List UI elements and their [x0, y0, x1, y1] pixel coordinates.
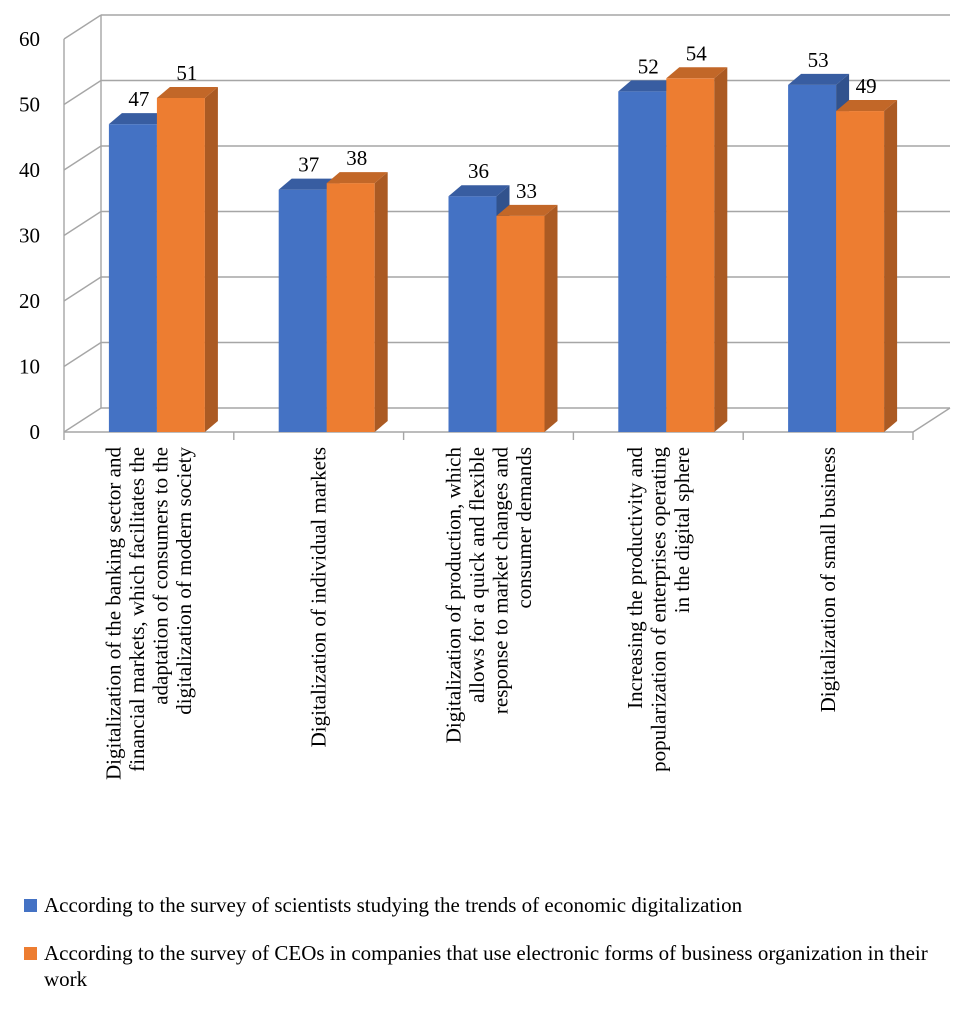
y-tick-label: 60 — [19, 27, 40, 51]
data-label: 53 — [808, 48, 829, 72]
x-tick-label-line: digitalization of modern society — [172, 447, 196, 715]
y-tick-label: 40 — [19, 158, 40, 182]
x-tick-label: Digitalization of the banking sector and… — [102, 447, 197, 780]
legend-swatch-orange — [24, 947, 37, 960]
data-label: 47 — [128, 87, 149, 111]
bar-top — [836, 100, 898, 112]
bar — [108, 124, 157, 433]
legend-label-ceos: According to the survey of CEOs in compa… — [44, 941, 928, 991]
y-tick-label: 0 — [30, 420, 41, 444]
x-tick-label-line: allows for a quick and flexible — [465, 447, 489, 703]
x-tick-label-line: popularization of enterprises operating — [646, 447, 670, 772]
y-tick-label: 30 — [19, 224, 40, 248]
bar-top — [618, 80, 680, 92]
bar-top — [108, 113, 170, 125]
data-label: 52 — [638, 54, 659, 78]
bar-side — [374, 172, 388, 432]
bar — [496, 215, 545, 432]
x-tick-label-line: financial markets, which facilitates the — [125, 447, 149, 772]
bar — [788, 84, 837, 432]
data-label: 37 — [298, 153, 319, 177]
x-tick-label: Digitalization of small business — [816, 447, 840, 712]
bar — [326, 183, 375, 432]
gridline-side — [63, 79, 102, 106]
gridline-side — [63, 14, 102, 40]
bar — [618, 91, 667, 433]
legend-item-ceos: According to the survey of CEOs in compa… — [20, 940, 960, 992]
bar-top — [326, 172, 388, 184]
legend-item-scientists: According to the survey of scientists st… — [20, 892, 960, 918]
y-tick-label: 10 — [19, 355, 40, 379]
bar-side — [714, 67, 728, 433]
x-tick-label-line: consumer demands — [512, 447, 536, 609]
bar — [156, 97, 205, 432]
bar — [836, 111, 885, 433]
x-tick-label-line: in the digital sphere — [670, 447, 694, 613]
gridline-side — [63, 210, 102, 237]
bar-top — [496, 204, 558, 216]
data-label: 38 — [346, 146, 367, 170]
bar-top — [666, 67, 728, 79]
data-label: 54 — [686, 41, 708, 65]
gridline-side — [63, 276, 102, 302]
x-tick-label-line: Increasing the productivity and — [623, 447, 647, 709]
data-label: 33 — [516, 179, 537, 203]
bar — [278, 189, 327, 432]
gridline-side — [63, 341, 102, 368]
bar-top — [156, 86, 218, 98]
gridline-side — [63, 407, 102, 433]
bar-side — [544, 204, 558, 432]
y-tick-label: 50 — [19, 93, 40, 117]
x-tick-label-line: Digitalization of small business — [816, 447, 840, 712]
legend: According to the survey of scientists st… — [20, 892, 960, 992]
bar-top — [278, 178, 340, 190]
x-tick-label-line: Digitalization of individual markets — [307, 447, 331, 747]
bar-chart: 0 10 20 30 40 50 60 47 51 Digitalization of the b… — [19, 14, 951, 780]
x-tick-label-line: Digitalization of the banking sector and — [102, 447, 126, 780]
x-tick-label: Digitalization of individual markets — [307, 447, 331, 747]
x-tick-label: Increasing the productivity andpopulariz… — [623, 447, 694, 772]
data-label: 36 — [468, 159, 489, 183]
gridline-side — [63, 145, 102, 171]
bar-top — [448, 185, 510, 197]
bar-side — [204, 86, 218, 432]
legend-label-scientists: According to the survey of scientists st… — [44, 893, 743, 917]
data-label: 51 — [176, 61, 197, 85]
x-tick-label-line: Digitalization of production, which — [441, 447, 465, 744]
data-label: 49 — [856, 74, 877, 98]
y-tick-label: 20 — [19, 289, 40, 313]
x-tick-label-line: response to market changes and — [488, 447, 512, 715]
bar — [448, 196, 497, 432]
bar — [666, 78, 715, 433]
bar-side — [884, 100, 898, 433]
x-tick-label: Digitalization of production, whichallow… — [441, 447, 536, 744]
legend-swatch-blue — [24, 899, 37, 912]
x-tick-label-line: adaptation of consumers to the — [149, 447, 173, 705]
bar-top — [788, 73, 850, 85]
